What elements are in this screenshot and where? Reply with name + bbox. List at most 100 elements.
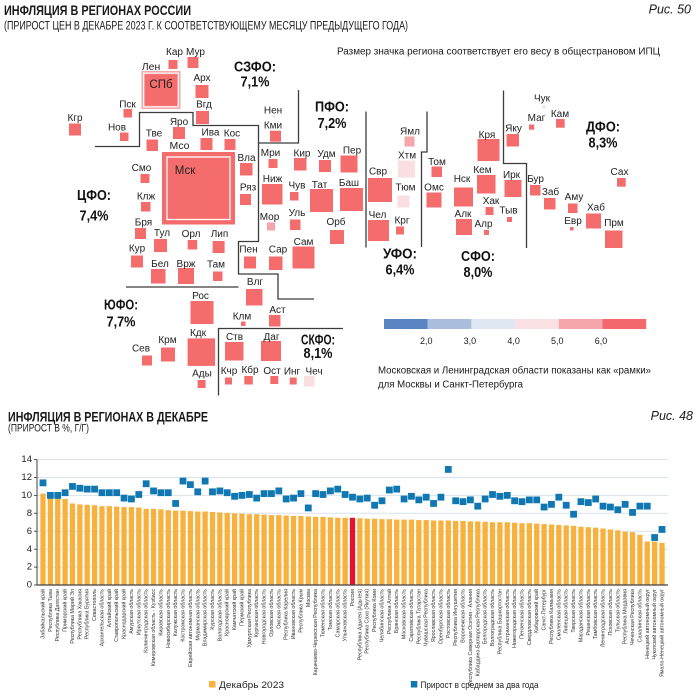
svg-text:Декабрь 2023: Декабрь 2023 [219,680,284,691]
svg-text:Костромская область: Костромская область [181,589,187,642]
svg-text:Мур: Мур [186,47,205,58]
svg-text:3,0: 3,0 [464,336,477,346]
svg-text:Тат: Тат [312,180,328,191]
svg-text:6: 6 [27,526,32,537]
svg-text:Маг: Маг [528,113,546,124]
svg-text:8,0%: 8,0% [464,265,493,281]
svg-text:Клм: Клм [233,312,252,323]
svg-text:Карачаево-Черкесская Республик: Карачаево-Черкесская Республика [313,589,319,675]
svg-text:Яро: Яро [170,117,189,128]
svg-text:Евр: Евр [564,216,582,227]
svg-text:Нижегородская область: Нижегородская область [512,589,518,648]
svg-text:0: 0 [27,580,32,591]
svg-text:ЦФО:: ЦФО: [77,188,111,204]
svg-text:Волгоградская область: Волгоградская область [490,589,496,646]
svg-text:Самарская область: Самарская область [335,589,341,638]
svg-text:Московская область: Московская область [402,589,408,639]
svg-text:Ряз: Ряз [240,183,257,194]
svg-text:Орловская область: Орловская область [269,589,275,637]
svg-text:Пензенская область: Пензенская область [519,589,525,639]
svg-text:8: 8 [27,508,32,519]
svg-text:Аст: Аст [269,305,286,316]
svg-text:Там: Там [207,260,225,271]
svg-text:7,1%: 7,1% [241,75,270,91]
svg-text:7,2%: 7,2% [318,116,347,132]
svg-text:Кар: Кар [166,47,183,58]
svg-text:Крг: Крг [394,216,409,227]
svg-text:Республика Хакасия: Республика Хакасия [77,589,83,640]
svg-text:Москва: Москва [306,589,312,607]
svg-text:Республика Мордовия: Республика Мордовия [623,589,629,644]
svg-text:Чел: Чел [369,210,387,221]
svg-text:Астраханская область: Астраханская область [505,589,511,644]
svg-text:Хак: Хак [483,196,500,207]
svg-text:Омс: Омс [424,183,444,194]
svg-text:Алр: Алр [474,219,493,230]
svg-text:Удм: Удм [317,149,335,160]
svg-text:6,0: 6,0 [595,336,608,346]
svg-text:Иркутская область: Иркутская область [136,589,142,635]
svg-text:ПФО:: ПФО: [315,100,349,116]
svg-text:Бел: Бел [151,259,169,270]
svg-text:Лен: Лен [142,61,161,73]
svg-text:Вла: Вла [237,153,256,164]
svg-text:Том: Том [428,157,446,168]
svg-text:Мск: Мск [175,165,196,177]
svg-text:Ниж: Ниж [263,174,283,185]
svg-text:Уль: Уль [289,208,306,219]
svg-text:Арх: Арх [193,73,210,84]
svg-text:4: 4 [27,544,32,555]
svg-text:Воронежская область: Воронежская область [461,589,467,643]
svg-text:Лип: Лип [211,229,229,240]
svg-text:Ленинградская область: Ленинградская область [601,589,607,647]
svg-text:Прирост в среднем за два года: Прирост в среднем за два года [421,680,540,691]
svg-text:Орл: Орл [182,229,201,240]
svg-text:Тул: Тул [154,228,170,239]
svg-text:Смоленская область: Смоленская область [556,589,562,640]
svg-text:СФО:: СФО: [461,249,495,265]
svg-text:Курганская область: Курганская область [254,589,260,638]
svg-text:Сар: Сар [269,245,288,256]
svg-text:Ирк: Ирк [503,170,521,181]
svg-text:Кемеровская область - Кузбасс: Кемеровская область - Кузбасс [151,589,157,667]
svg-text:Кос: Кос [224,129,240,140]
svg-text:Свердловская область: Свердловская область [527,589,533,646]
svg-text:14: 14 [21,454,32,465]
svg-text:4,0: 4,0 [507,336,520,346]
svg-text:Челябинская область: Челябинская область [379,589,385,642]
svg-text:Амурская область: Амурская область [129,589,135,634]
svg-text:ИНФЛЯЦИЯ В РЕГИОНАХ В ДЕКАБРЕ: ИНФЛЯЦИЯ В РЕГИОНАХ В ДЕКАБРЕ [8,409,208,425]
svg-text:Мор: Мор [260,212,280,223]
svg-text:СПб: СПб [149,79,173,91]
svg-text:Ост: Ост [263,366,281,377]
svg-text:Республика Татарстан: Республика Татарстан [416,589,422,644]
svg-text:Кир: Кир [294,149,311,160]
svg-text:Красноярский край: Красноярский край [224,589,231,636]
svg-text:Бур: Бур [527,174,544,185]
svg-text:Кдк: Кдк [190,328,207,339]
svg-text:Мри: Мри [261,148,280,159]
svg-text:Инг: Инг [284,367,301,378]
svg-text:Кур: Кур [129,244,146,255]
svg-text:Пер: Пер [343,146,362,157]
svg-text:Кем: Кем [473,165,491,176]
svg-text:Кировская область: Кировская область [158,589,164,636]
svg-text:Архангельская область: Архангельская область [99,589,105,647]
svg-text:Мсо: Мсо [169,140,189,152]
svg-text:СЗФО:: СЗФО: [234,60,276,76]
svg-text:Чеч: Чеч [305,367,322,378]
svg-text:Томская область: Томская область [328,589,334,631]
svg-text:Кми: Кми [264,121,282,132]
svg-text:Тюм: Тюм [396,183,416,194]
svg-text:СКФО:: СКФО: [301,333,335,349]
svg-text:Вгд: Вгд [196,100,212,111]
svg-text:Республика Башкортостан: Республика Башкортостан [497,589,503,654]
svg-text:Краснодарский край: Краснодарский край [121,589,128,639]
svg-text:Бря: Бря [135,218,152,229]
svg-text:для Москвы и Санкт-Петербурга: для Москвы и Санкт-Петербурга [378,379,523,391]
svg-text:Забайкальский край: Забайкальский край [40,589,47,639]
svg-text:Ярославская область: Ярославская область [431,589,437,642]
svg-text:Республика Дагестан: Республика Дагестан [55,589,61,641]
svg-text:Хтм: Хтм [398,151,416,162]
svg-text:Россия: Россия [350,589,356,607]
